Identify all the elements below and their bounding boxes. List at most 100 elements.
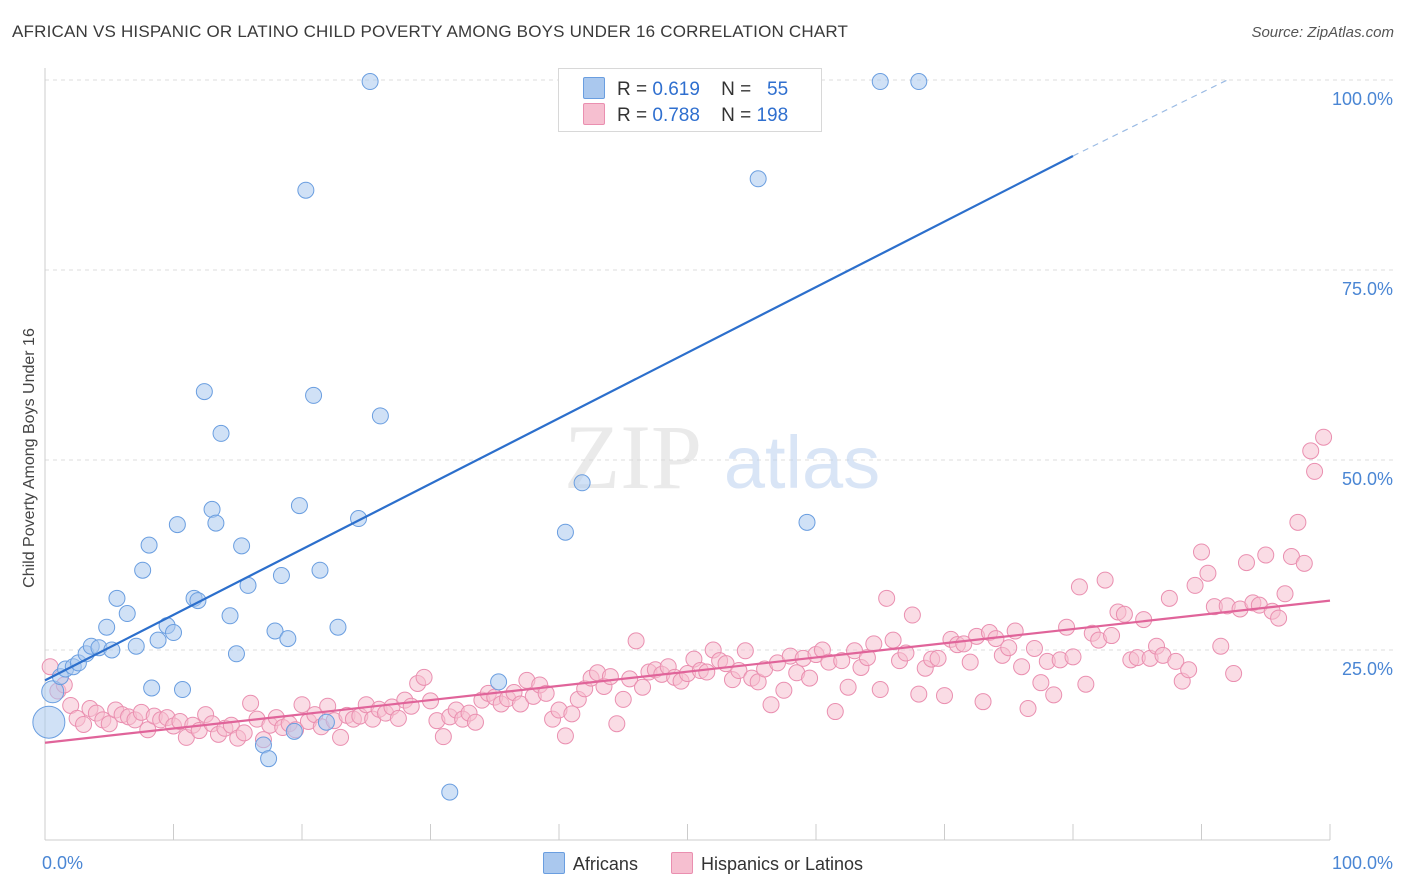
africans-point (227, 645, 245, 663)
hispanics-point (1013, 658, 1031, 676)
hispanics-point (698, 663, 716, 681)
hispanics-point (1186, 576, 1204, 594)
hispanics-point (826, 703, 844, 721)
hispanics-point (293, 696, 311, 714)
africans-point (118, 605, 136, 623)
africans-point (573, 474, 591, 492)
africans-point (143, 679, 161, 697)
africans-points (32, 73, 928, 801)
hispanics-point (884, 631, 902, 649)
africans-trend-extension (1072, 79, 1228, 157)
hispanics-point (1306, 462, 1324, 480)
hispanics-point (929, 649, 947, 667)
r-value: 0.619 (652, 79, 700, 100)
africans-point (195, 383, 213, 401)
hispanics-point (608, 715, 626, 733)
africans-point (311, 561, 329, 579)
hispanics-point (1019, 700, 1037, 718)
africans-point (871, 73, 889, 91)
africans-point (41, 680, 65, 704)
series-legend: Africans Hispanics or Latinos (0, 852, 1406, 875)
stats-row-hispanics: R = 0.788 N = 198 (583, 103, 788, 127)
africans-point (134, 561, 152, 579)
hispanics-point (1225, 665, 1243, 683)
y-tick-label: 25.0% (1342, 659, 1393, 679)
legend-label-hispanics: Hispanics or Latinos (700, 854, 864, 874)
hispanics-point (1103, 627, 1121, 645)
watermark-zip: ZIP (564, 406, 702, 508)
x-tick-label: 100.0% (1332, 853, 1393, 873)
n-label: N = (721, 105, 752, 126)
y-tick-label: 100.0% (1332, 89, 1393, 109)
africans-point (279, 630, 297, 648)
hispanics-point (1032, 674, 1050, 692)
africans-point (32, 705, 66, 739)
hispanics-point (961, 653, 979, 671)
africans-trend-line (44, 155, 1074, 682)
hispanics-point (389, 709, 407, 727)
africans-point (361, 73, 379, 91)
legend-item-africans[interactable]: Africans (542, 852, 638, 875)
hispanics-point (910, 685, 928, 703)
hispanics-point (511, 695, 529, 713)
hispanics-point (871, 681, 889, 699)
hispanics-point (801, 669, 819, 687)
hispanics-point (839, 678, 857, 696)
grid-lines (45, 79, 1393, 651)
hispanics-point (936, 687, 953, 705)
hispanics-point (563, 705, 581, 723)
hispanics-point (775, 681, 793, 699)
hispanics-point (833, 652, 851, 670)
africans-point (266, 622, 284, 640)
hispanics-point (634, 678, 652, 696)
legend-label-africans: Africans (572, 854, 638, 874)
africans-legend-swatch (542, 852, 565, 874)
hispanics-point (1000, 639, 1018, 657)
hispanics-point (1302, 442, 1320, 460)
hispanics-point (627, 632, 645, 650)
hispanics-point (537, 684, 555, 702)
africans-point (317, 713, 335, 731)
hispanics-point (762, 696, 780, 714)
hispanics-point (736, 642, 754, 660)
africans-point (127, 637, 145, 655)
africans-point (749, 170, 767, 188)
y-axis-label: Child Poverty Among Boys Under 16 (21, 328, 38, 588)
africans-point (371, 407, 389, 425)
hispanics-point (903, 606, 921, 624)
africans-point (168, 516, 186, 534)
hispanics-point (858, 649, 876, 667)
hispanics-point (974, 693, 992, 711)
africans-point (285, 722, 303, 740)
r-label: R = (617, 105, 648, 126)
hispanics-point (434, 728, 452, 746)
hispanics-point (614, 690, 632, 708)
hispanics-swatch (583, 103, 605, 125)
source-label: Source: ZipAtlas.com (1251, 24, 1394, 41)
africans-point (556, 523, 574, 541)
chart-title: AFRICAN VS HISPANIC OR LATINO CHILD POVE… (12, 22, 849, 41)
africans-point (98, 618, 116, 636)
hispanics-point (1077, 675, 1095, 693)
africans-point (149, 631, 167, 649)
africans-swatch (583, 77, 605, 99)
hispanics-point (332, 728, 350, 746)
r-value: 0.788 (652, 105, 700, 126)
hispanics-point (1115, 605, 1133, 623)
r-label: R = (617, 79, 648, 100)
hispanics-point (1167, 652, 1185, 670)
hispanics-point (1070, 578, 1088, 596)
watermark-atlas: atlas (724, 421, 880, 504)
hispanics-point (1199, 564, 1217, 582)
hispanics-point (1276, 585, 1294, 603)
n-label: N = (721, 79, 752, 100)
africans-point (212, 424, 230, 442)
africans-point (108, 589, 126, 607)
hispanics-point (1096, 571, 1114, 589)
hispanics-point (235, 724, 253, 742)
legend-item-hispanics[interactable]: Hispanics or Latinos (670, 852, 864, 875)
hispanics-point (601, 668, 619, 686)
africans-point (140, 536, 158, 554)
hispanics-point (878, 589, 896, 607)
